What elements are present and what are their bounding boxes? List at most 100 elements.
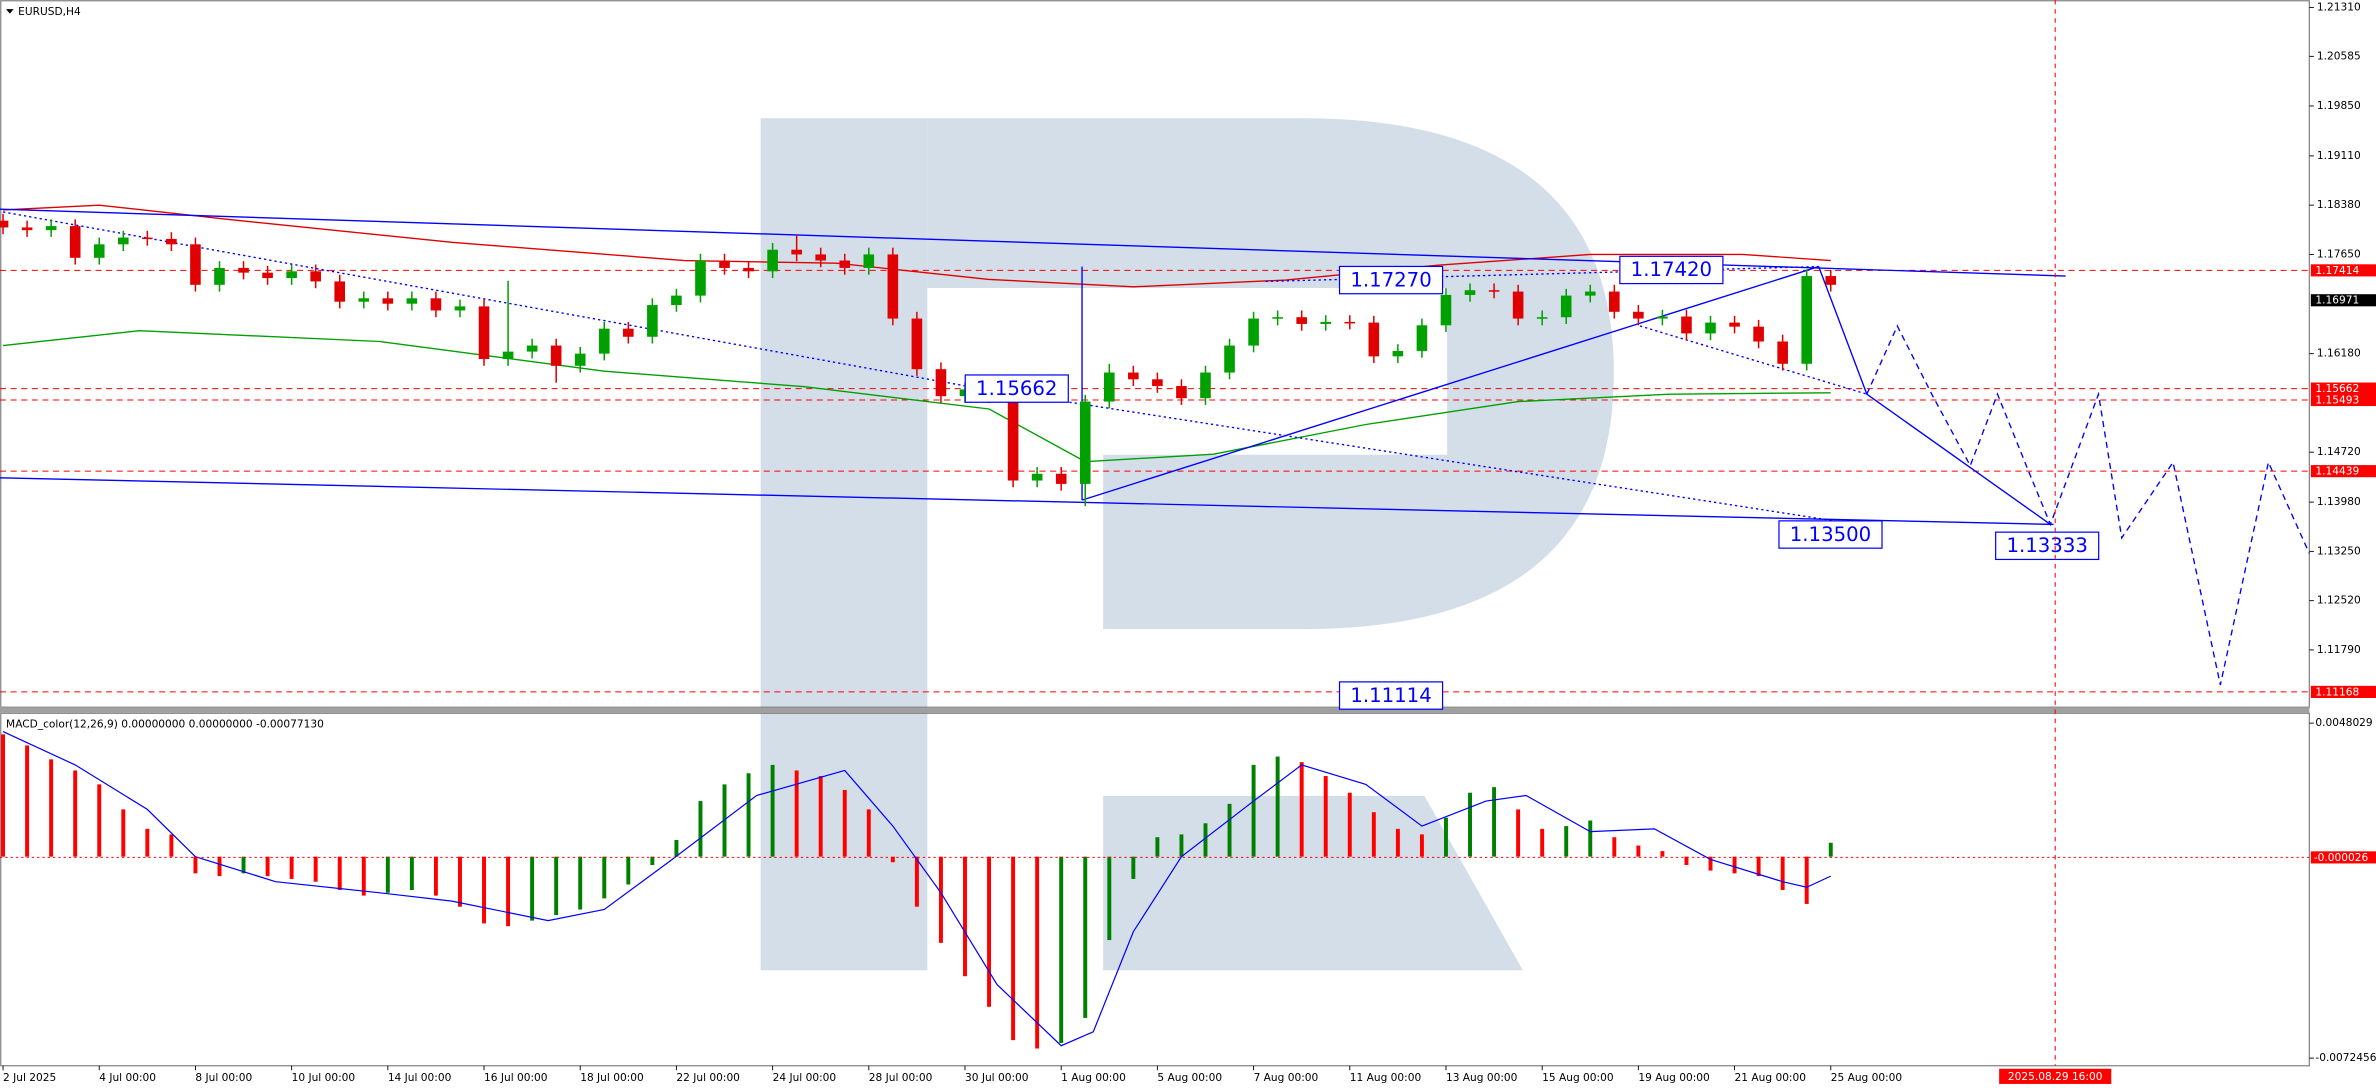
candle-body (142, 237, 153, 240)
current-tag (2310, 851, 2376, 864)
y-tick-label: 1.19110 (2317, 150, 2361, 162)
macd-bar (1035, 856, 1040, 1049)
x-tick-label: 30 Jul 00:00 (965, 1072, 1029, 1084)
candle-body (1176, 386, 1187, 399)
x-tick-label: 16 Jul 00:00 (484, 1072, 548, 1084)
level-tag (2310, 264, 2376, 277)
macd-bar (746, 773, 751, 857)
y-tick-label: 1.17650 (2317, 248, 2361, 260)
x-tick-label: 8 Jul 00:00 (195, 1072, 252, 1084)
overlay-line (2, 211, 970, 388)
time-marker-tag (1999, 1068, 2112, 1084)
candle-body (1320, 321, 1332, 324)
candle-body (1248, 318, 1259, 346)
candle-body (647, 305, 658, 337)
candle-body (623, 328, 634, 337)
macd-bar (842, 789, 847, 857)
y-tick-label: 1.11790 (2317, 644, 2361, 656)
candle-body (382, 298, 394, 304)
annotation-box (1338, 681, 1444, 710)
collapse-icon (6, 9, 14, 14)
candle-body (695, 260, 706, 296)
x-tick-label: 1 Aug 00:00 (1061, 1072, 1126, 1084)
candle-body (358, 298, 370, 302)
annotation-label: 1.13333 (2006, 534, 2087, 557)
candle-body (1200, 372, 1211, 399)
macd-bar (1227, 803, 1232, 857)
macd-bar (602, 856, 607, 899)
y-tick-label: 1.19850 (2317, 100, 2361, 112)
candle-body (719, 260, 730, 268)
y-tick-label: 1.21310 (2317, 1, 2361, 13)
x-tick-label: 4 Jul 00:00 (99, 1072, 156, 1084)
x-tick-label: 18 Jul 00:00 (580, 1072, 644, 1084)
macd-bar (1804, 856, 1809, 904)
macd-bar (1588, 820, 1593, 857)
candle-body (911, 318, 923, 370)
annotation-box (1778, 520, 1883, 549)
y-tick-label: 1.12520 (2317, 595, 2361, 607)
macd-bar (121, 809, 126, 857)
x-tick-label: 11 Aug 00:00 (1350, 1072, 1422, 1084)
candle-body (0, 220, 9, 228)
macd-bar (1492, 787, 1497, 857)
macd-bar (1011, 856, 1016, 1041)
level-label: 1.14439 (2315, 466, 2359, 478)
macd-bar (963, 856, 967, 977)
macd-bar (938, 856, 943, 943)
signal-line (2, 730, 1832, 1047)
candle-body (262, 272, 273, 279)
x-tick-label: 24 Jul 00:00 (773, 1072, 837, 1084)
candle-body (21, 227, 33, 231)
candle-body (815, 254, 827, 261)
candle-body (1536, 317, 1548, 319)
candle-body (93, 244, 105, 258)
candle-body (1368, 322, 1380, 357)
macd-bar (1708, 856, 1713, 871)
macd-bar (169, 834, 174, 857)
macd-bar (1564, 826, 1569, 857)
candle-body (1272, 317, 1283, 319)
candle-body (1657, 316, 1668, 319)
macd-bar (385, 856, 390, 893)
candle-body (1416, 325, 1428, 351)
candle-body (502, 351, 514, 360)
candle-body (887, 254, 899, 319)
x-tick-label: 25 Aug 00:00 (1831, 1072, 1903, 1084)
overlay-line (1081, 265, 1819, 501)
candle-body (45, 226, 57, 231)
macd-title: MACD_color(12,26,9) 0.00000000 0.0000000… (6, 719, 324, 731)
macd-bar (1732, 856, 1737, 874)
macd-bar (1203, 823, 1208, 857)
candle-body (743, 267, 754, 272)
y-tick-label: 1.13980 (2317, 496, 2361, 508)
y-tick-label: -0.0072456 (2315, 1052, 2376, 1064)
annotation-label: 1.13500 (1790, 523, 1871, 546)
macd-bar (1516, 809, 1521, 857)
candle-body (1392, 350, 1404, 357)
macd-bar (1083, 856, 1088, 1018)
macd-bar (1275, 756, 1280, 857)
macd-bar (1780, 856, 1785, 891)
x-tick-label: 15 Aug 00:00 (1542, 1072, 1614, 1084)
candle-body (238, 267, 249, 273)
macd-bar (458, 856, 462, 907)
x-tick-label: 13 Aug 00:00 (1446, 1072, 1518, 1084)
candle-body (310, 271, 321, 282)
level-label: 1.11168 (2315, 686, 2359, 698)
macd-bar (1660, 851, 1665, 857)
annotation-box (1995, 531, 2100, 561)
chart-title: EURUSD,H4 (18, 6, 81, 18)
candle-body (1560, 295, 1572, 318)
annotation-label: 1.15662 (976, 377, 1057, 400)
macd-panel-frame (0, 712, 2310, 1067)
macd-bar (1059, 856, 1064, 1043)
macd-bar (1371, 812, 1376, 857)
candle-body (1152, 379, 1163, 387)
macd-bar (890, 856, 895, 863)
macd-bar (1179, 834, 1184, 857)
candle-body (406, 298, 418, 304)
candle-body (1464, 290, 1476, 295)
overlay-line (0, 477, 2054, 526)
level-tag (2310, 685, 2376, 698)
